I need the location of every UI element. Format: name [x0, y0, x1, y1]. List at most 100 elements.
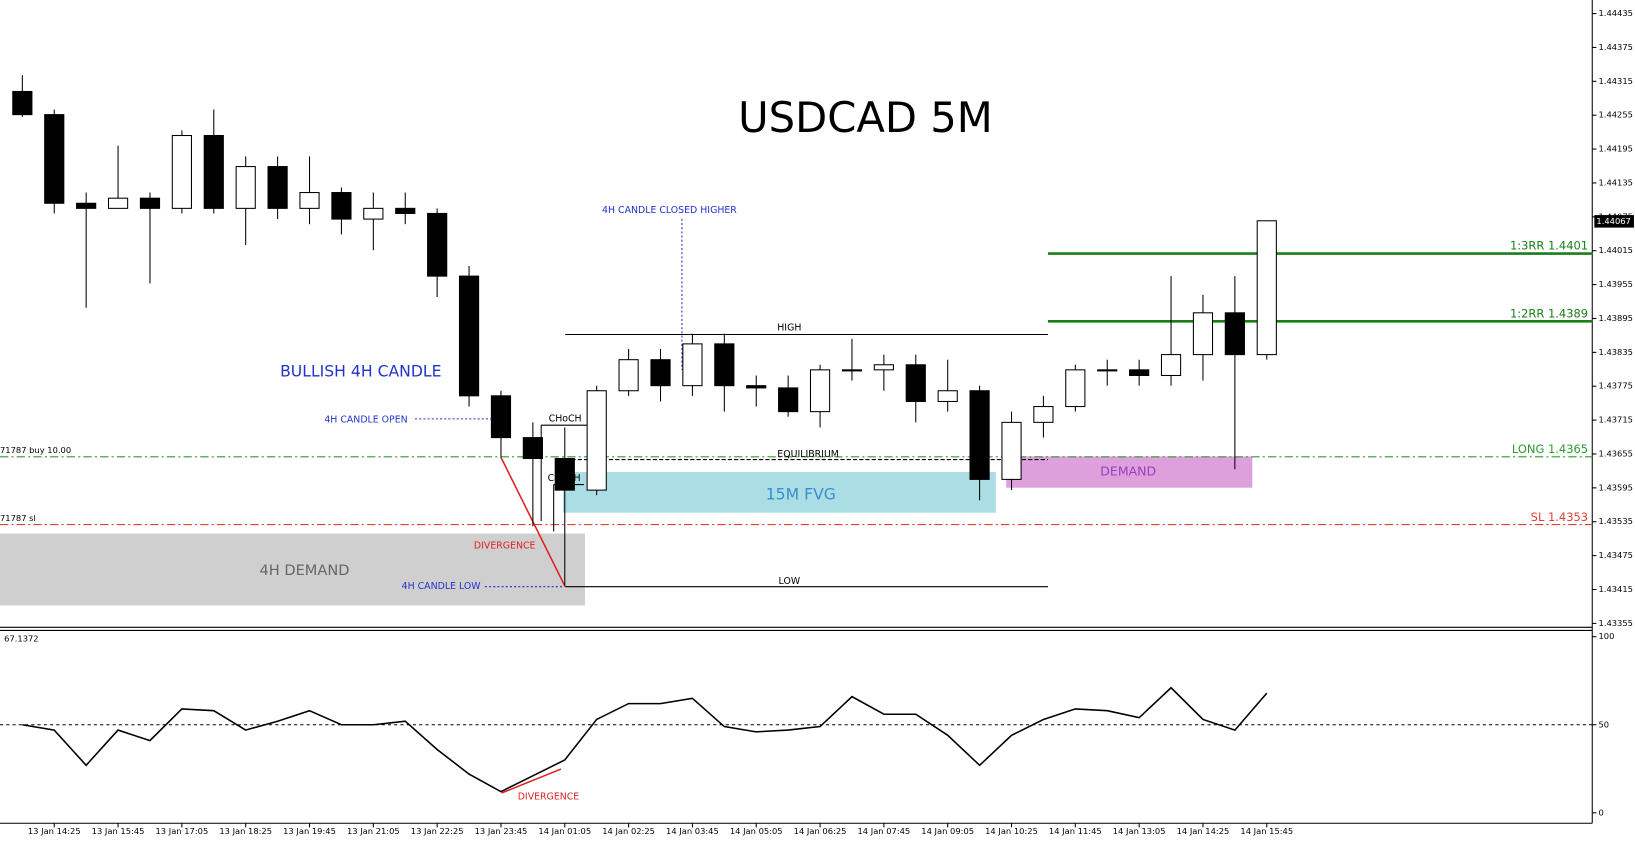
x-tick-label: 14 Jan 06:25 — [794, 826, 847, 836]
current-price-box — [1594, 215, 1634, 228]
candle-body — [44, 114, 65, 204]
annotation: LOW — [779, 576, 801, 587]
y-tick-label: 1.44135 — [1599, 177, 1633, 187]
candle-body — [1256, 220, 1277, 356]
annotation: HIGH — [777, 323, 801, 334]
candle-body — [618, 359, 639, 392]
candle-body — [873, 364, 894, 371]
x-tick-label: 14 Jan 14:25 — [1177, 826, 1230, 836]
y-tick-label: 1.44375 — [1599, 42, 1633, 52]
candle-body — [905, 364, 926, 402]
y-tick-label: 1.43895 — [1599, 313, 1633, 323]
candle-body — [1033, 406, 1054, 423]
candle-body — [841, 369, 863, 372]
y-tick-label: 1.43355 — [1599, 618, 1633, 628]
y-tick-label: 1.43595 — [1599, 482, 1633, 492]
x-tick-label: 14 Jan 15:45 — [1240, 826, 1293, 836]
x-tick-label: 14 Jan 10:25 — [985, 826, 1038, 836]
candle-body — [650, 359, 671, 387]
x-tick-label: 14 Jan 03:45 — [666, 826, 719, 836]
y-tick-label: 1.44435 — [1599, 8, 1633, 18]
y-tick-label: 1.44015 — [1599, 245, 1633, 255]
level-label: LONG 1.4365 — [1512, 442, 1588, 456]
candle-body — [267, 166, 288, 209]
x-tick-label: 14 Jan 09:05 — [921, 826, 974, 836]
annotation: DIVERGENCE — [474, 541, 536, 552]
x-tick-label: 14 Jan 01:05 — [538, 826, 591, 836]
x-tick-label: 14 Jan 11:45 — [1049, 826, 1102, 836]
zone-demand — [1006, 456, 1253, 488]
x-tick-label: 14 Jan 02:25 — [602, 826, 655, 836]
y-tick-label: 1.44315 — [1599, 76, 1633, 86]
y-tick-label: 1.43475 — [1599, 550, 1633, 560]
zone-fvg — [563, 472, 996, 513]
level-label: SL 1.4353 — [1531, 510, 1588, 524]
annotation: DEMAND — [1100, 464, 1156, 479]
candle-body — [1129, 369, 1150, 377]
candle-body — [12, 90, 33, 116]
x-tick-label: 13 Jan 17:05 — [156, 826, 209, 836]
candle-body — [1065, 369, 1086, 408]
y-tick-label: 1.43535 — [1599, 516, 1633, 526]
candle-body — [458, 275, 480, 397]
x-tick-label: 13 Jan 22:25 — [411, 826, 464, 836]
candle-body — [809, 369, 831, 413]
candle-body — [427, 212, 448, 277]
candle-body — [331, 192, 352, 220]
candle-body — [746, 385, 767, 389]
annotation: 4H DEMAND — [259, 562, 349, 579]
candle-body — [171, 134, 192, 209]
x-tick-label: 13 Jan 23:45 — [475, 826, 528, 836]
annotation: 4H CANDLE LOW — [402, 581, 481, 592]
order-label: 71787 sl — [0, 513, 36, 523]
x-tick-label: 14 Jan 13:05 — [1113, 826, 1166, 836]
annotation: 4H CANDLE CLOSED HIGHER — [602, 205, 737, 216]
y-tick-label: 1.44195 — [1599, 144, 1633, 154]
rsi-annotation: DIVERGENCE — [518, 792, 580, 803]
annotation: BULLISH 4H CANDLE — [280, 362, 441, 381]
candle-body — [937, 390, 958, 402]
candle-body — [778, 387, 799, 413]
annotation: CHoCH — [548, 473, 581, 484]
y-tick-label: 1.44255 — [1599, 110, 1633, 120]
x-tick-label: 14 Jan 07:45 — [857, 826, 910, 836]
candle-body — [1097, 369, 1118, 372]
candle-body — [107, 197, 129, 209]
candle-body — [586, 390, 607, 491]
annotation: EQUILIBRIUM — [777, 449, 839, 460]
candle-body — [554, 457, 575, 491]
x-tick-label: 13 Jan 15:45 — [92, 826, 145, 836]
candle-body — [235, 166, 256, 209]
rsi-label: 67.1372 — [4, 633, 38, 643]
annotation: 15M FVG — [766, 484, 836, 503]
x-tick-label: 13 Jan 14:25 — [28, 826, 81, 836]
candle-body — [395, 207, 416, 214]
candle-body — [1192, 312, 1214, 356]
candle-body — [139, 197, 161, 209]
order-label: 71787 buy 10.00 — [0, 445, 71, 455]
rsi-line — [22, 686, 1268, 793]
candle-body — [682, 343, 703, 387]
candle-body — [299, 192, 320, 209]
y-tick-label: 1.43775 — [1599, 381, 1633, 391]
rsi-divergence-line — [501, 768, 562, 794]
candle-body — [1160, 354, 1182, 377]
level-label: 1:2RR 1.4389 — [1510, 306, 1588, 320]
y-tick-label: 1.43715 — [1599, 415, 1633, 425]
chart-title: USDCAD 5M — [738, 93, 993, 142]
current-price-label: 1.44067 — [1596, 216, 1630, 226]
candle-body — [76, 202, 97, 209]
zone-4h-demand — [0, 533, 585, 606]
rsi-y-tick-label: 100 — [1599, 631, 1615, 641]
annotation: CHoCH — [549, 413, 582, 424]
y-tick-label: 1.43415 — [1599, 584, 1633, 594]
candle-body — [203, 134, 224, 209]
x-tick-label: 13 Jan 19:45 — [283, 826, 336, 836]
rsi-y-tick-label: 50 — [1599, 719, 1610, 729]
candle-body — [363, 207, 384, 220]
candle-body — [714, 343, 735, 387]
annotation: 4H CANDLE OPEN — [324, 414, 407, 425]
